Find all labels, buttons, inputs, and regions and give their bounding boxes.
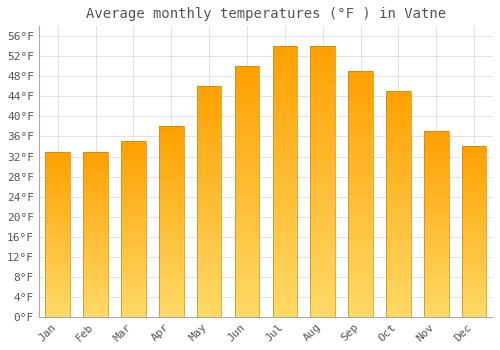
Title: Average monthly temperatures (°F ) in Vatne: Average monthly temperatures (°F ) in Va… [86, 7, 446, 21]
Bar [234, 66, 260, 317]
Bar [348, 71, 373, 317]
Bar [121, 141, 146, 317]
Bar [386, 91, 410, 317]
Bar [159, 126, 184, 317]
Bar [424, 132, 448, 317]
Bar [462, 147, 486, 317]
Bar [197, 86, 222, 317]
Bar [84, 152, 108, 317]
Bar [46, 152, 70, 317]
Bar [272, 46, 297, 317]
Bar [310, 46, 335, 317]
